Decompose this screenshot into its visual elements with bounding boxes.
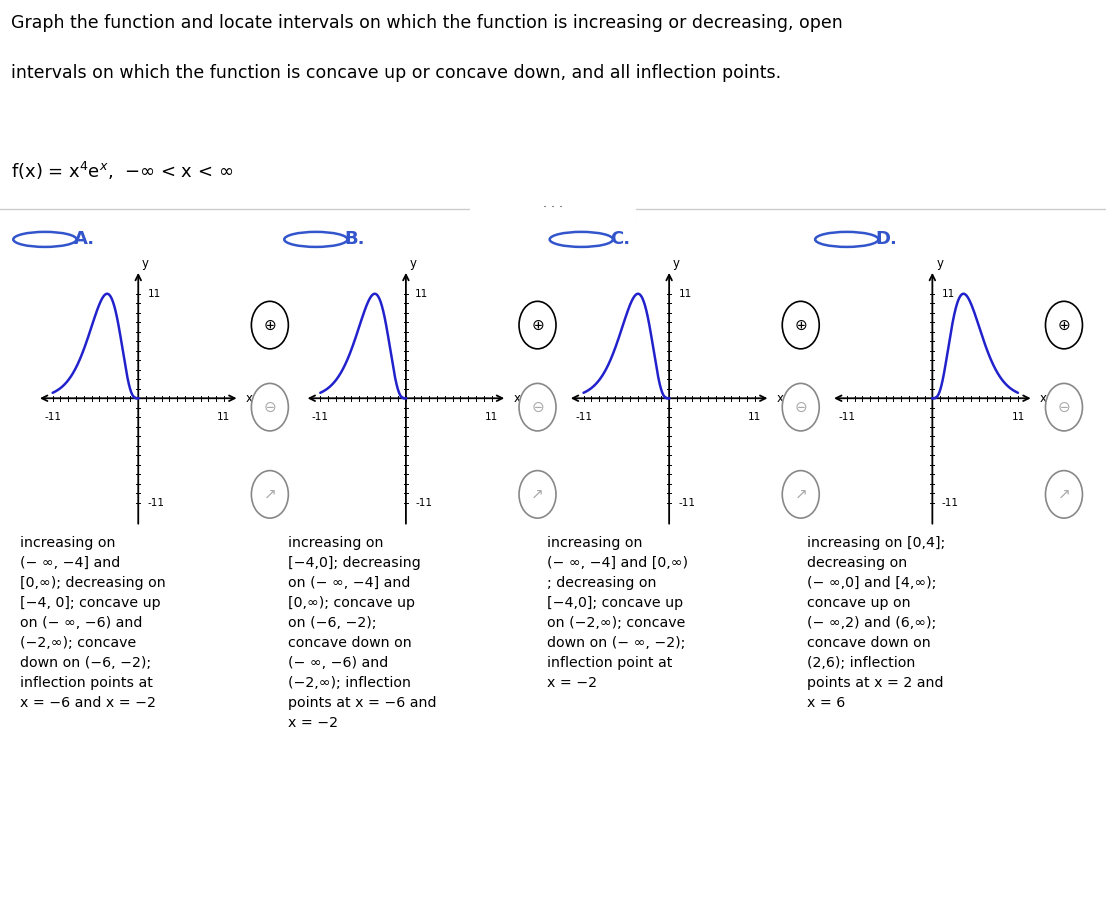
- Text: ⊖: ⊖: [531, 400, 544, 415]
- Text: ⊖: ⊖: [263, 400, 276, 415]
- Text: increasing on
(− ∞, −4] and
[0,∞); decreasing on
[−4, 0]; concave up
on (− ∞, −6: increasing on (− ∞, −4] and [0,∞); decre…: [20, 536, 166, 710]
- FancyBboxPatch shape: [466, 193, 640, 223]
- Text: ⊖: ⊖: [794, 400, 807, 415]
- Circle shape: [519, 383, 556, 431]
- Text: ⊕: ⊕: [531, 318, 544, 333]
- Text: 11: 11: [217, 412, 230, 422]
- Text: ↗: ↗: [263, 487, 276, 502]
- Text: f(x) = x$^4$e$^x$,  $-\infty$ < x < $\infty$: f(x) = x$^4$e$^x$, $-\infty$ < x < $\inf…: [11, 160, 233, 182]
- Text: ↗: ↗: [794, 487, 807, 502]
- Text: ⊕: ⊕: [794, 318, 807, 333]
- Circle shape: [251, 383, 289, 431]
- Text: 11: 11: [1011, 412, 1024, 422]
- Text: -11: -11: [678, 498, 696, 508]
- Text: -11: -11: [312, 412, 328, 422]
- Circle shape: [1045, 302, 1083, 349]
- Text: increasing on
(− ∞, −4] and [0,∞)
; decreasing on
[−4,0]; concave up
on (−2,∞); : increasing on (− ∞, −4] and [0,∞) ; decr…: [547, 536, 688, 689]
- Text: 11: 11: [415, 289, 428, 299]
- Circle shape: [782, 383, 820, 431]
- Circle shape: [519, 471, 556, 518]
- Text: 11: 11: [678, 289, 691, 299]
- Text: -11: -11: [147, 498, 165, 508]
- Text: Graph the function and locate intervals on which the function is increasing or d: Graph the function and locate intervals …: [11, 14, 843, 32]
- Circle shape: [782, 302, 820, 349]
- Text: 11: 11: [941, 289, 954, 299]
- Text: ⊕: ⊕: [263, 318, 276, 333]
- Text: · · ·: · · ·: [543, 202, 563, 214]
- Text: -11: -11: [575, 412, 592, 422]
- Text: 11: 11: [484, 412, 498, 422]
- Text: x: x: [1040, 392, 1046, 405]
- Circle shape: [251, 471, 289, 518]
- Text: A.: A.: [74, 230, 95, 248]
- Circle shape: [519, 302, 556, 349]
- Text: x: x: [776, 392, 783, 405]
- Text: -11: -11: [941, 498, 959, 508]
- Text: increasing on [0,4];
decreasing on
(− ∞,0] and [4,∞);
concave up on
(− ∞,2) and : increasing on [0,4]; decreasing on (− ∞,…: [807, 536, 946, 710]
- Text: -11: -11: [838, 412, 855, 422]
- Text: ⊖: ⊖: [1057, 400, 1071, 415]
- Text: 11: 11: [748, 412, 761, 422]
- Circle shape: [251, 302, 289, 349]
- Text: 11: 11: [147, 289, 160, 299]
- Text: x: x: [513, 392, 520, 405]
- Circle shape: [1045, 471, 1083, 518]
- Text: y: y: [674, 257, 680, 270]
- Circle shape: [1045, 383, 1083, 431]
- Text: y: y: [143, 257, 149, 270]
- Text: C.: C.: [611, 230, 630, 248]
- Text: x: x: [246, 392, 252, 405]
- Text: y: y: [410, 257, 417, 270]
- Text: -11: -11: [44, 412, 61, 422]
- Text: B.: B.: [345, 230, 365, 248]
- Text: ↗: ↗: [531, 487, 544, 502]
- Text: D.: D.: [876, 230, 897, 248]
- Circle shape: [782, 471, 820, 518]
- Text: ⊕: ⊕: [1057, 318, 1071, 333]
- Text: y: y: [937, 257, 943, 270]
- Text: increasing on
[−4,0]; decreasing
on (− ∞, −4] and
[0,∞); concave up
on (−6, −2);: increasing on [−4,0]; decreasing on (− ∞…: [288, 536, 436, 730]
- Text: intervals on which the function is concave up or concave down, and all inflectio: intervals on which the function is conca…: [11, 64, 781, 82]
- Text: ↗: ↗: [1057, 487, 1071, 502]
- Text: -11: -11: [415, 498, 432, 508]
